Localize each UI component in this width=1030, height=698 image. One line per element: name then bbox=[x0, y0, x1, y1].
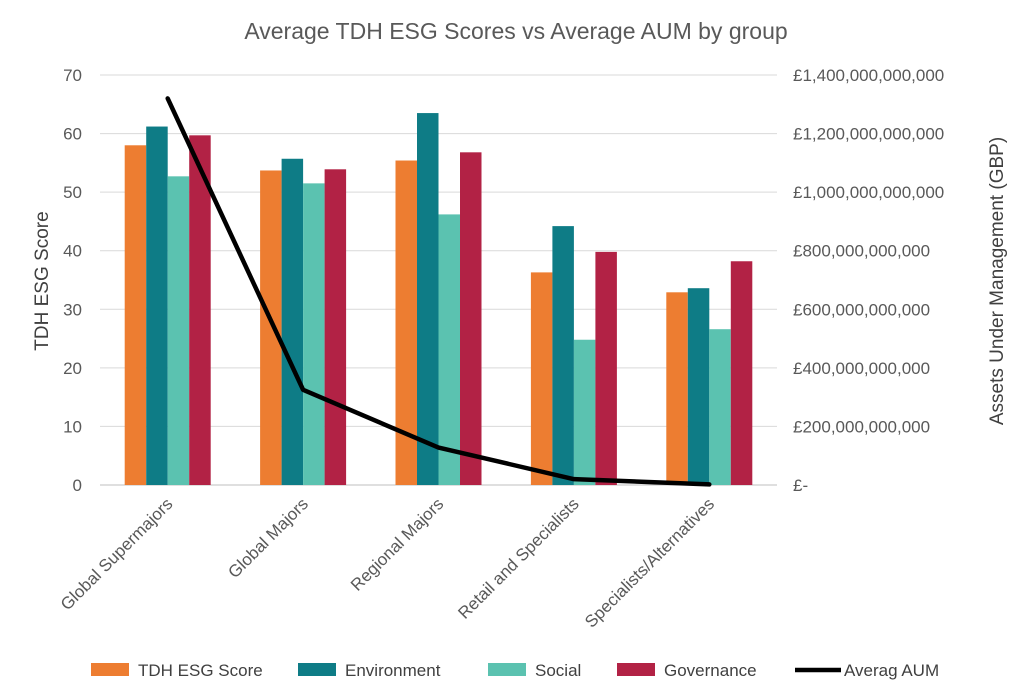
y2-tick-label: £1,200,000,000,000 bbox=[793, 125, 944, 144]
y-tick-label: 70 bbox=[63, 66, 82, 85]
bar bbox=[552, 226, 574, 485]
legend-label: Social bbox=[535, 661, 581, 680]
bar bbox=[124, 145, 147, 486]
y-axis-ticks: 0 10 20 30 40 50 60 70 bbox=[63, 66, 82, 495]
legend-label: Averag AUM bbox=[844, 661, 939, 680]
x-tick-label: Regional Majors bbox=[347, 494, 447, 594]
bar bbox=[530, 272, 553, 485]
bar bbox=[438, 214, 460, 485]
bar bbox=[730, 261, 753, 485]
x-axis-ticks: Global Supermajors Global Majors Regional … bbox=[57, 494, 718, 631]
chart-title: Average TDH ESG Scores vs Average AUM by… bbox=[244, 18, 787, 44]
y-tick-label: 40 bbox=[63, 242, 82, 261]
y2-tick-label: £600,000,000,000 bbox=[793, 300, 930, 319]
aum-line bbox=[165, 96, 712, 487]
y-tick-label: 10 bbox=[63, 417, 82, 436]
legend-swatch bbox=[298, 663, 336, 676]
y-tick-label: 0 bbox=[73, 476, 82, 495]
legend-label: TDH ESG Score bbox=[138, 661, 263, 680]
bar bbox=[417, 113, 439, 486]
y2-axis-ticks: £- £200,000,000,000 £400,000,000,000 £600,0… bbox=[793, 66, 944, 495]
bar bbox=[573, 339, 596, 485]
y-tick-label: 30 bbox=[63, 300, 82, 319]
y2-tick-label: £800,000,000,000 bbox=[793, 242, 930, 261]
bar bbox=[303, 183, 325, 485]
bar bbox=[460, 152, 482, 486]
legend-swatch bbox=[617, 663, 655, 676]
x-tick-label: Global Majors bbox=[224, 494, 312, 582]
legend-item: Environment bbox=[298, 661, 441, 680]
x-tick-label: Global Supermajors bbox=[57, 494, 177, 614]
bar bbox=[395, 160, 417, 485]
y-tick-label: 60 bbox=[63, 125, 82, 144]
x-tick-label: Retail and Specialists bbox=[454, 494, 582, 622]
legend-swatch bbox=[91, 663, 129, 676]
y-axis-title: TDH ESG Score bbox=[32, 211, 53, 350]
y2-axis-title: Assets Under Management (GBP) bbox=[987, 137, 1008, 425]
legend-item: Averag AUM bbox=[795, 661, 939, 680]
y2-tick-label: £400,000,000,000 bbox=[793, 359, 930, 378]
y2-tick-label: £1,000,000,000,000 bbox=[793, 183, 944, 202]
y-tick-label: 20 bbox=[63, 359, 82, 378]
bar bbox=[666, 292, 688, 485]
bar bbox=[260, 170, 282, 485]
bars bbox=[124, 113, 753, 486]
bar bbox=[324, 169, 347, 486]
legend: TDH ESG Score Environment Social Governance… bbox=[91, 661, 939, 680]
x-tick-label: Specialists/Alternatives bbox=[581, 494, 718, 631]
legend-swatch bbox=[488, 663, 526, 676]
bar bbox=[281, 158, 304, 485]
bar bbox=[146, 126, 168, 486]
bar bbox=[709, 329, 731, 485]
bar bbox=[687, 288, 710, 485]
y2-tick-label: £1,400,000,000,000 bbox=[793, 66, 944, 85]
legend-item: Social bbox=[488, 661, 581, 680]
bar bbox=[167, 176, 190, 486]
y2-tick-label: £- bbox=[793, 476, 808, 495]
aum-line-path bbox=[165, 96, 712, 487]
bar bbox=[189, 135, 211, 486]
y2-tick-label: £200,000,000,000 bbox=[793, 417, 930, 436]
bar bbox=[595, 251, 617, 485]
legend-item: TDH ESG Score bbox=[91, 661, 263, 680]
legend-label: Environment bbox=[345, 661, 441, 680]
legend-label: Governance bbox=[664, 661, 757, 680]
legend-item: Governance bbox=[617, 661, 757, 680]
y-tick-label: 50 bbox=[63, 183, 82, 202]
